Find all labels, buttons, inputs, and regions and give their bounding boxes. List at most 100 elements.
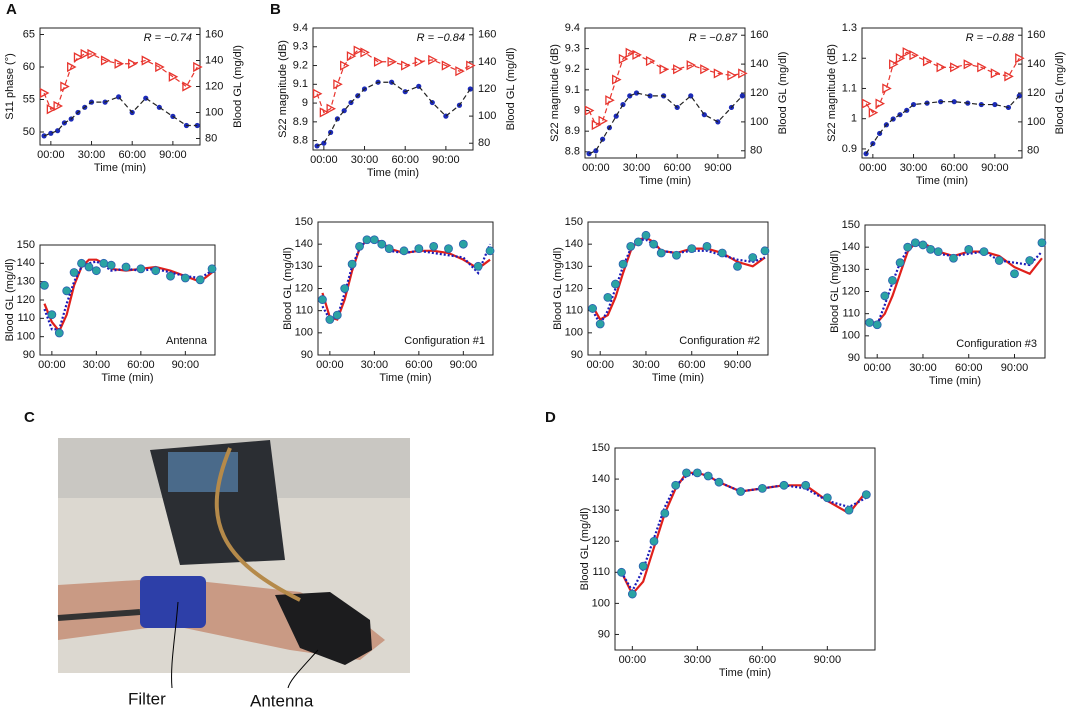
y-axis-label: Blood GL (mg/dl): [282, 247, 294, 330]
marker: [926, 244, 935, 254]
marker: [902, 47, 913, 58]
y-tick-label: 9.1: [565, 84, 580, 96]
y2-tick-label: 160: [750, 29, 768, 41]
y-axis-label: S22 magnitude (dB): [826, 44, 838, 142]
y-tick-label: 120: [295, 282, 313, 294]
y-tick-label: 1: [851, 113, 857, 125]
marker: [114, 58, 125, 69]
series-line: [316, 49, 471, 114]
marker: [332, 310, 342, 320]
marker: [638, 561, 648, 571]
x-tick-label: 00:00: [38, 359, 66, 371]
x-axis-label: Time (min): [94, 162, 146, 174]
marker: [686, 60, 697, 71]
marker: [903, 242, 913, 252]
x-axis-label: Time (min): [101, 372, 153, 384]
x-tick-label: 90:00: [814, 654, 842, 666]
marker: [593, 148, 599, 154]
panel-label: D: [545, 409, 556, 426]
y2-tick-label: 120: [750, 87, 768, 99]
y2-tick-label: 100: [205, 106, 223, 118]
marker: [444, 244, 453, 254]
marker: [633, 90, 640, 96]
marker: [990, 68, 1001, 79]
marker: [656, 248, 666, 258]
y-tick-label: 90: [571, 349, 583, 361]
y2-axis-label: Blood GL (mg/dl): [777, 52, 789, 135]
marker: [872, 320, 882, 330]
marker: [822, 493, 832, 503]
marker: [121, 262, 131, 272]
marker: [466, 60, 476, 71]
y-tick-label: 130: [17, 276, 35, 288]
marker: [180, 273, 190, 283]
x-tick-label: 60:00: [663, 162, 691, 174]
x-tick-label: 90:00: [159, 149, 187, 161]
y-axis-label: Blood GL (mg/dl): [4, 259, 16, 342]
x-tick-label: 60:00: [127, 359, 155, 371]
y-tick-label: 120: [592, 535, 610, 547]
y-tick-label: 120: [842, 285, 860, 297]
y2-tick-label: 120: [205, 80, 223, 92]
x-tick-label: 60:00: [391, 154, 419, 166]
series-line: [43, 96, 198, 137]
y-tick-label: 110: [17, 312, 35, 324]
plot-frame: [584, 27, 746, 159]
marker: [627, 589, 637, 599]
x-tick-label: 00:00: [316, 359, 344, 371]
marker: [207, 264, 217, 274]
marker: [868, 107, 879, 118]
x-tick-label: 90:00: [172, 359, 200, 371]
marker: [373, 56, 384, 67]
marker: [687, 244, 697, 254]
marker: [733, 261, 742, 271]
marker: [384, 244, 394, 254]
x-tick-label: 60:00: [405, 359, 433, 371]
marker: [40, 280, 49, 290]
y2-tick-label: 100: [1027, 116, 1045, 128]
x-tick-label: 90:00: [450, 359, 478, 371]
x-tick-label: 30:00: [78, 149, 106, 161]
marker: [399, 246, 409, 256]
y-tick-label: 9.2: [293, 59, 308, 71]
y-axis-label: Blood GL (mg/dl): [552, 247, 564, 330]
y-tick-label: 130: [295, 260, 313, 272]
cable: [57, 609, 141, 621]
annotation: R = −0.74: [144, 32, 192, 44]
glove: [275, 592, 372, 665]
y-tick-label: 120: [17, 294, 35, 306]
marker: [700, 64, 710, 75]
y2-tick-label: 160: [1027, 29, 1045, 41]
y-tick-label: 140: [842, 241, 860, 253]
marker: [977, 62, 987, 73]
y2-axis-label: Blood GL (mg/dl): [232, 45, 244, 128]
marker: [682, 468, 691, 478]
marker: [414, 56, 425, 67]
y-tick-label: 1.3: [842, 22, 857, 34]
y-tick-label: 140: [592, 473, 610, 485]
x-axis-label: Time (min): [652, 372, 704, 384]
annotation: R = −0.88: [966, 32, 1015, 44]
marker: [861, 490, 871, 500]
x-axis-label: Time (min): [379, 372, 431, 384]
marker: [739, 93, 745, 99]
y-axis-label: S22 magnitude (dB): [277, 40, 289, 138]
photo-label: Antenna: [250, 691, 314, 710]
marker: [355, 241, 364, 251]
marker: [713, 68, 724, 79]
y2-axis-label: Blood GL (mg/dl): [505, 48, 517, 131]
y-tick-label: 150: [592, 442, 610, 454]
annotation: Configuration #1: [404, 335, 485, 347]
marker: [844, 505, 854, 515]
series-line: [588, 92, 743, 155]
marker: [603, 292, 613, 302]
y-tick-label: 100: [565, 327, 583, 339]
marker: [588, 304, 597, 313]
y-tick-label: 140: [295, 238, 313, 250]
y2-axis-label: Blood GL (mg/dl): [1054, 52, 1066, 135]
marker: [369, 235, 379, 245]
y2-tick-label: 140: [478, 56, 496, 68]
marker: [949, 253, 958, 263]
marker: [99, 258, 109, 268]
